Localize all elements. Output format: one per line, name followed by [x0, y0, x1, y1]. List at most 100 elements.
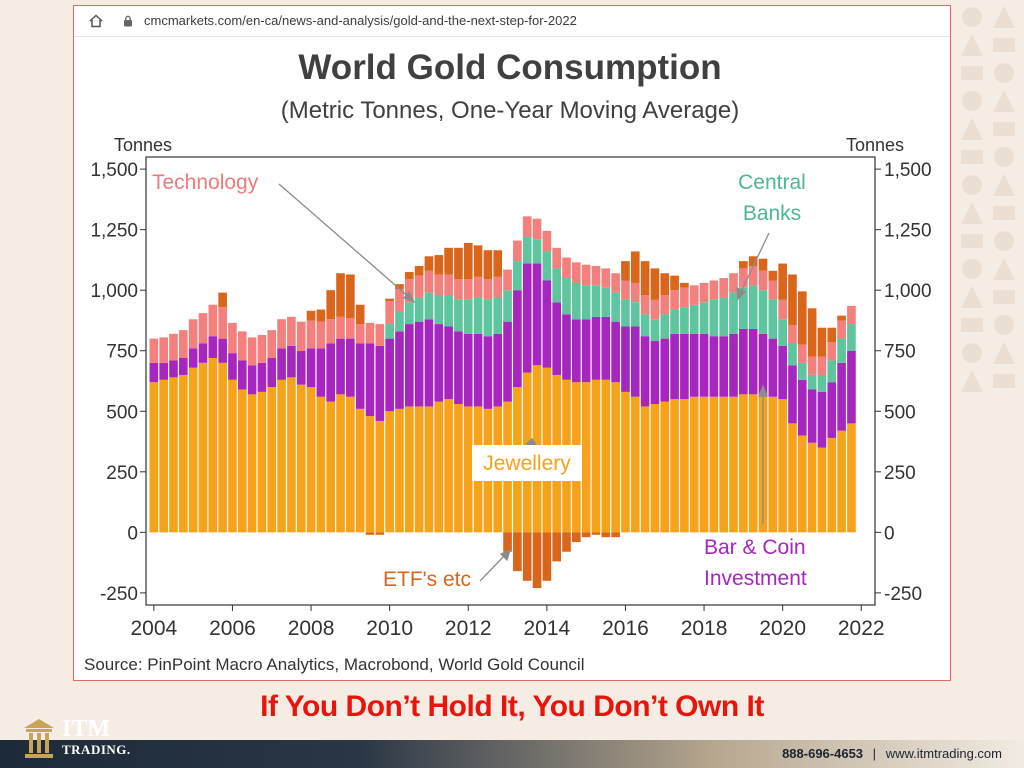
bar-central-banks-60	[739, 287, 748, 329]
bar-bar-coin-investment-38	[522, 263, 532, 373]
bar-technology-46	[601, 268, 611, 288]
bar-bar-coin-investment-64	[778, 345, 787, 400]
bar-central-banks-41	[552, 268, 561, 303]
bar-technology-42	[562, 257, 571, 279]
itm-trading-logo[interactable]: ITM TRADING.	[22, 716, 142, 762]
bar-jewellery-26	[404, 406, 414, 533]
bar-bar-coin-investment-6	[208, 336, 218, 358]
bar-etf-s-etc-39	[532, 532, 542, 589]
deco-shape	[961, 118, 983, 140]
bar-etf-s-etc-24	[385, 298, 394, 302]
bar-technology-50	[640, 295, 650, 315]
bar-technology-33	[473, 276, 483, 298]
bar-bar-coin-investment-4	[188, 348, 198, 368]
deco-shape	[962, 343, 982, 363]
bar-central-banks-46	[601, 287, 611, 317]
deco-shape	[961, 370, 983, 392]
x-tick-label-7: 2018	[681, 617, 728, 640]
bar-jewellery-71	[847, 423, 856, 533]
footer-phone[interactable]: 888-696-4653	[782, 746, 864, 761]
pillar-logo-icon	[24, 719, 54, 758]
bar-etf-s-etc-52	[660, 273, 670, 296]
bar-jewellery-11	[257, 391, 267, 533]
bar-jewellery-4	[188, 367, 198, 533]
bar-etf-s-etc-54	[680, 282, 689, 288]
bar-jewellery-60	[739, 394, 748, 533]
bar-etf-s-etc-21	[355, 304, 365, 325]
bar-bar-coin-investment-8	[228, 353, 237, 380]
bar-central-banks-47	[611, 292, 620, 322]
y-tick-label-left-0: -250	[100, 584, 138, 605]
bar-technology-32	[463, 279, 473, 300]
bar-jewellery-49	[630, 396, 640, 533]
bar-jewellery-29	[434, 401, 444, 533]
bar-technology-67	[807, 356, 817, 375]
bar-bar-coin-investment-59	[729, 333, 738, 397]
bar-etf-s-etc-25	[395, 284, 404, 289]
bar-jewellery-53	[670, 399, 679, 533]
bar-bar-coin-investment-61	[748, 328, 758, 395]
bar-technology-5	[198, 313, 208, 344]
bar-etf-s-etc-61	[748, 256, 758, 266]
bar-technology-28	[424, 270, 434, 293]
bar-technology-29	[434, 274, 444, 296]
bar-technology-21	[355, 324, 365, 344]
bar-technology-14	[287, 316, 296, 346]
bar-bar-coin-investment-50	[640, 336, 650, 407]
footer-bar: 888-696-4653 | www.itmtrading.com	[0, 740, 1024, 768]
browser-address-bar[interactable]: cmcmarkets.com/en-ca/news-and-analysis/g…	[74, 6, 950, 37]
footer-website[interactable]: www.itmtrading.com	[885, 746, 1002, 761]
deco-shape	[994, 147, 1014, 167]
bar-bar-coin-investment-32	[463, 333, 473, 407]
url-text[interactable]: cmcmarkets.com/en-ca/news-and-analysis/g…	[144, 13, 577, 28]
bar-etf-s-etc-28	[424, 256, 434, 271]
bar-central-banks-55	[689, 304, 699, 334]
y-tick-label-left-6: 1,250	[90, 221, 138, 242]
bar-bar-coin-investment-54	[680, 333, 689, 400]
bar-technology-2	[169, 333, 178, 361]
bar-jewellery-57	[709, 396, 719, 533]
bar-technology-31	[454, 279, 463, 300]
bar-jewellery-46	[601, 379, 611, 533]
bar-etf-s-etc-69	[827, 327, 837, 343]
bar-technology-69	[827, 342, 837, 361]
y-tick-label-left-1: 0	[127, 523, 138, 544]
logo-text-itm: ITM	[62, 716, 110, 742]
bar-central-banks-51	[650, 319, 660, 342]
bar-technology-58	[719, 278, 729, 298]
bar-bar-coin-investment-25	[395, 331, 404, 409]
deco-shape	[994, 315, 1014, 335]
bar-technology-61	[748, 265, 758, 286]
bar-jewellery-44	[581, 382, 591, 533]
bar-technology-43	[572, 262, 581, 283]
bar-technology-41	[552, 247, 561, 269]
bar-bar-coin-investment-21	[355, 343, 365, 409]
bar-technology-7	[218, 307, 227, 339]
bar-jewellery-25	[395, 408, 404, 533]
bar-central-banks-48	[621, 299, 630, 327]
bar-central-banks-34	[483, 299, 493, 337]
home-icon[interactable]	[88, 13, 104, 29]
bar-bar-coin-investment-14	[287, 345, 296, 378]
bar-technology-13	[277, 319, 286, 349]
bar-technology-3	[179, 330, 188, 358]
bar-etf-s-etc-7	[218, 292, 227, 308]
bar-central-banks-38	[522, 236, 532, 264]
bar-bar-coin-investment-60	[739, 328, 748, 395]
gold-consumption-chart: World Gold Consumption (Metric Tonnes, O…	[84, 48, 932, 674]
bar-technology-38	[522, 216, 532, 237]
deco-shape	[993, 122, 1015, 136]
bar-central-banks-64	[778, 319, 787, 346]
deco-shape	[961, 150, 983, 164]
bar-jewellery-10	[247, 394, 257, 533]
bar-technology-40	[542, 230, 552, 252]
bar-etf-s-etc-45	[591, 532, 601, 535]
bar-jewellery-66	[797, 435, 807, 533]
bar-etf-s-etc-20	[346, 274, 355, 319]
bar-central-banks-54	[680, 307, 689, 334]
bar-jewellery-9	[237, 389, 247, 533]
deco-shape	[961, 66, 983, 80]
bar-bar-coin-investment-51	[650, 341, 660, 404]
bar-etf-s-etc-67	[807, 308, 817, 357]
bar-etf-s-etc-38	[522, 532, 532, 581]
